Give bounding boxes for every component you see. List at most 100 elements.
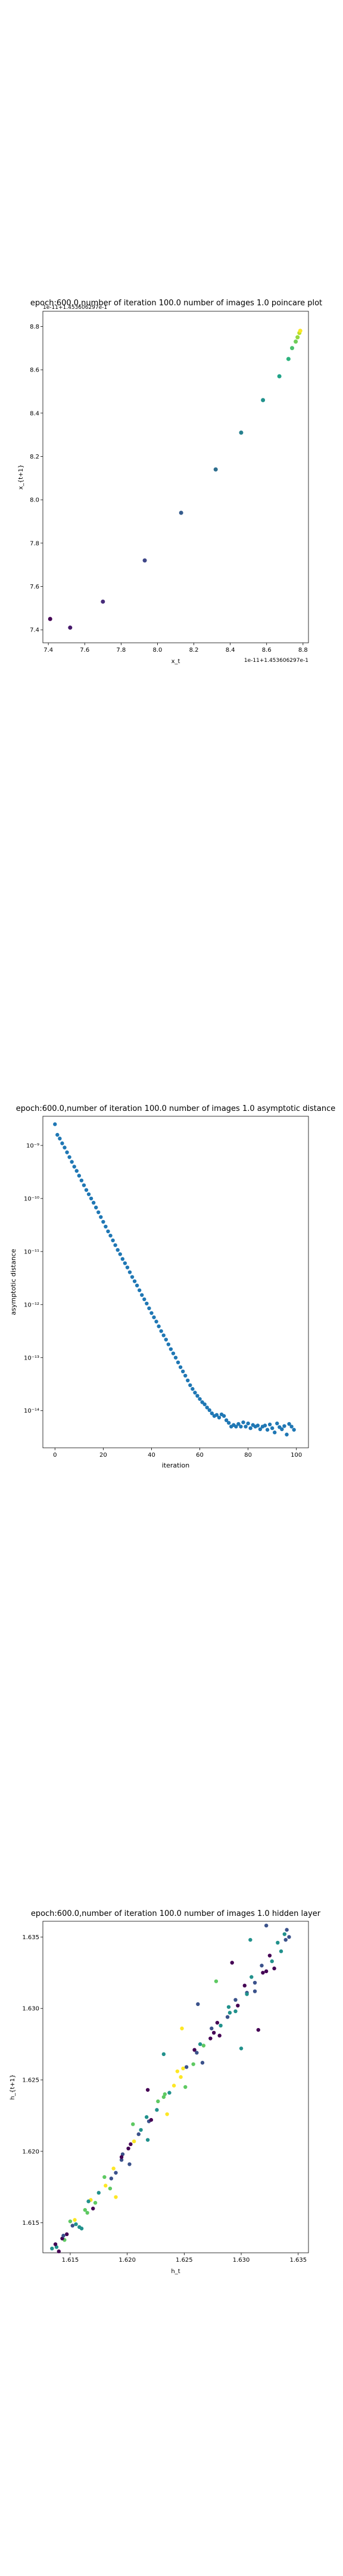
poincare-point	[142, 558, 147, 563]
poincare-point	[239, 431, 244, 435]
asymptotic-point	[79, 1178, 84, 1182]
asymptotic-point	[149, 1311, 154, 1315]
poincare-point	[261, 398, 266, 402]
hidden-point	[264, 1969, 269, 1974]
asymptotic-point	[180, 1369, 185, 1374]
hidden-point	[93, 2200, 98, 2205]
asymptotic-point	[147, 1306, 151, 1311]
hidden-point	[287, 1935, 291, 1939]
hidden-point	[104, 2184, 108, 2188]
hidden-point	[208, 2036, 213, 2041]
poincare-y-label: x_{t+1}	[18, 465, 24, 490]
hidden-point	[60, 2236, 64, 2241]
asymptotic-point	[205, 1405, 209, 1410]
asymptotic-points	[53, 1122, 296, 1436]
hidden-point	[272, 1966, 276, 1971]
hidden-point	[74, 2222, 78, 2227]
asymptotic-distance-plot: epoch:600.0,number of iteration 100.0 nu…	[10, 1104, 335, 1469]
asymptotic-point	[77, 1174, 82, 1178]
asymptotic-point	[164, 1337, 168, 1342]
poincare-x-offset: 1e-11+1.453606297e-1	[244, 658, 308, 664]
hidden-point	[191, 2062, 195, 2066]
hidden-point	[252, 1980, 257, 1985]
x-tick-label: 8.6	[262, 647, 272, 654]
hidden-point	[175, 2069, 180, 2073]
poincare-title: epoch:600.0,number of iteration 100.0 nu…	[30, 299, 322, 308]
y-tick-label: 1.615	[22, 2220, 39, 2227]
asymptotic-point	[106, 1229, 110, 1234]
hidden-point	[180, 2026, 184, 2030]
hidden-point	[114, 2171, 118, 2175]
hidden-point	[144, 2115, 149, 2119]
asymptotic-point	[70, 1160, 74, 1164]
asymptotic-point	[191, 1387, 195, 1391]
asymptotic-point	[258, 1427, 263, 1432]
poincare-point	[68, 626, 73, 630]
hidden-point	[198, 2042, 202, 2046]
hidden-layer-plot: epoch:600.0,number of iteration 100.0 nu…	[10, 1909, 321, 2275]
x-tick-label: 100	[291, 1452, 302, 1459]
asymptotic-point	[116, 1247, 120, 1252]
asymptotic-point	[60, 1141, 64, 1145]
asymptotic-point	[246, 1421, 250, 1426]
hidden-point	[73, 2218, 77, 2222]
asymptotic-point	[178, 1365, 183, 1369]
x-tick-label: 7.8	[116, 647, 126, 654]
asymptotic-point	[127, 1270, 132, 1274]
y-tick-label: 8.6	[30, 367, 39, 374]
asymptotic-point	[241, 1420, 245, 1425]
x-tick-label: 7.6	[80, 647, 89, 654]
asymptotic-point	[214, 1413, 219, 1417]
hidden-point	[260, 1964, 264, 1968]
hidden-point	[161, 2052, 166, 2057]
asymptotic-point	[137, 1288, 142, 1292]
asymptotic-point	[244, 1425, 248, 1429]
hidden-point	[132, 2139, 136, 2144]
asymptotic-point	[152, 1315, 156, 1320]
asymptotic-point	[202, 1402, 207, 1407]
asymptotic-title: epoch:600.0,number of iteration 100.0 nu…	[16, 1104, 335, 1113]
hidden-point	[267, 1953, 272, 1958]
hidden-point	[85, 2210, 89, 2215]
hidden-point	[145, 2088, 150, 2092]
asymptotic-point	[94, 1205, 98, 1210]
asymptotic-point	[96, 1210, 101, 1215]
hidden-point	[252, 1989, 257, 1993]
y-tick-label: 1.635	[22, 1934, 39, 1941]
hidden-point	[225, 2015, 230, 2019]
y-tick-label: 10⁻⁹	[26, 1143, 39, 1149]
y-tick-label: 10⁻¹²	[24, 1302, 39, 1308]
hidden-point	[108, 2186, 113, 2191]
x-tick-label: 0	[53, 1452, 57, 1459]
asymptotic-point	[89, 1196, 93, 1201]
y-tick-label: 1.620	[22, 2148, 39, 2155]
x-tick-label: 40	[148, 1452, 155, 1459]
hidden-point	[149, 2117, 154, 2122]
x-tick-label: 8.0	[152, 647, 162, 654]
hidden-point	[70, 2224, 74, 2228]
hidden-point	[127, 2162, 132, 2166]
poincare-point	[295, 335, 300, 340]
asymptotic-y-ticks: 10⁻⁹ 10⁻¹⁰ 10⁻¹¹ 10⁻¹² 10⁻¹³ 10⁻¹⁴	[24, 1143, 43, 1414]
poincare-x-label: x_t	[172, 658, 180, 665]
hidden-point	[279, 1949, 283, 1953]
hidden-point	[211, 2030, 216, 2035]
hidden-title: epoch:600.0,number of iteration 100.0 nu…	[31, 1909, 321, 1918]
asymptotic-point	[67, 1155, 71, 1159]
asymptotic-point	[86, 1192, 91, 1196]
x-tick-label: 1.625	[176, 2257, 193, 2264]
hidden-point	[120, 2152, 125, 2156]
y-tick-label: 8.0	[30, 497, 39, 504]
asymptotic-point	[142, 1297, 146, 1302]
asymptotic-point	[108, 1233, 113, 1238]
hidden-point	[179, 2075, 183, 2079]
hidden-point	[165, 2112, 169, 2116]
hidden-point	[77, 2225, 82, 2230]
hidden-point	[145, 2138, 150, 2142]
hidden-point	[282, 1932, 287, 1936]
asymptotic-point	[224, 1418, 229, 1422]
hidden-point	[109, 2176, 114, 2181]
hidden-point	[215, 2020, 220, 2025]
asymptotic-point	[176, 1360, 180, 1364]
